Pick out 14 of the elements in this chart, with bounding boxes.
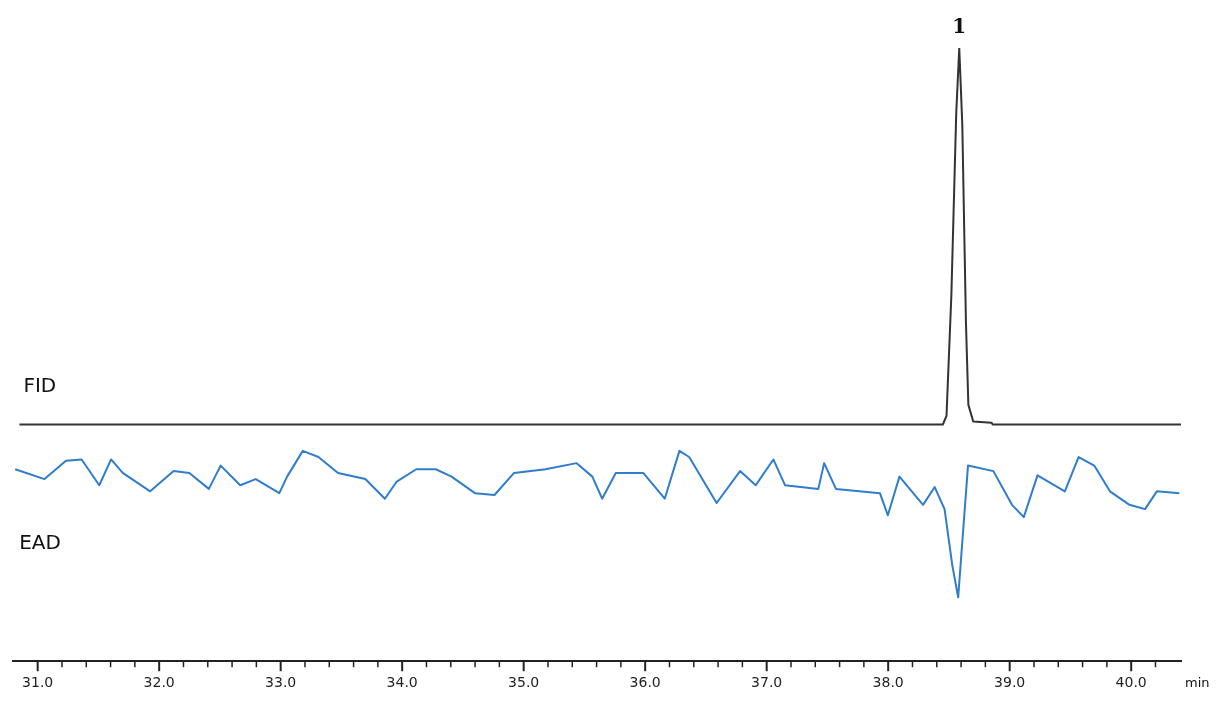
x-tick-label: 34.0 — [386, 674, 418, 691]
annotation: 1 — [952, 14, 967, 39]
x-tick-label: 39.0 — [994, 674, 1026, 691]
x-tick-label: 31.0 — [22, 674, 54, 691]
x-tick-label: 32.0 — [143, 674, 175, 691]
series-label: FID — [23, 372, 57, 397]
x-axis-title: min — [1185, 675, 1210, 691]
x-tick-label: 36.0 — [629, 674, 661, 691]
x-tick-label: 35.0 — [508, 674, 540, 691]
x-tick-label: 38.0 — [872, 674, 904, 691]
x-tick-label: 40.0 — [1115, 674, 1147, 691]
text: EAD — [19, 530, 61, 555]
x-tick-label: 33.0 — [265, 674, 297, 691]
x-tick-label: 37.0 — [751, 674, 783, 691]
